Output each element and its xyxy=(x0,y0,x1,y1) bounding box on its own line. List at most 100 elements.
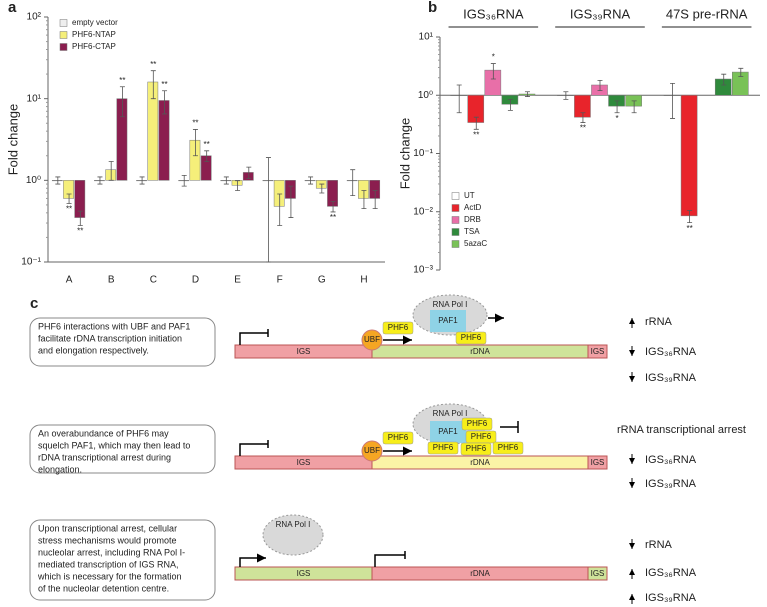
protein-label: RNA Pol I xyxy=(433,409,468,418)
x-tick-label: H xyxy=(360,275,367,286)
significance: ** xyxy=(192,119,198,128)
bar xyxy=(369,180,381,199)
gene-segment-label: IGS xyxy=(591,347,605,356)
description-line: and elongation respectively. xyxy=(38,345,149,355)
x-tick-label: D xyxy=(192,275,199,286)
error-bar xyxy=(223,176,229,185)
bar xyxy=(94,180,105,182)
category-label: 47S pre-rRNA xyxy=(666,6,748,21)
significance: ** xyxy=(77,227,83,236)
significance: ** xyxy=(473,130,479,139)
bar xyxy=(557,95,574,96)
legend-label: empty vector xyxy=(72,18,118,27)
y-tick-label: 10⁰ xyxy=(418,90,433,101)
bar xyxy=(189,139,201,181)
phf6 xyxy=(382,431,414,445)
protein-label: PAF1 xyxy=(438,427,458,436)
bar xyxy=(116,98,128,181)
significance: ** xyxy=(119,76,125,85)
bar xyxy=(285,180,296,199)
bar xyxy=(467,95,485,123)
description-line: PHF6 interactions with UBF and PAF1 xyxy=(38,321,190,331)
error-bar xyxy=(204,150,210,162)
outcome-label: rRNA xyxy=(645,539,673,551)
phf6 xyxy=(460,442,492,456)
error-bar xyxy=(288,185,294,218)
panel-label: c xyxy=(30,295,38,312)
x-tick-label: G xyxy=(318,275,326,286)
description-line: stress mechanisms would promote xyxy=(38,535,177,545)
error-bar xyxy=(246,166,252,180)
bar xyxy=(105,169,117,181)
error-bar xyxy=(119,86,125,118)
protein-label: PHF6 xyxy=(388,433,409,442)
error-bar xyxy=(687,210,693,224)
bar xyxy=(518,93,536,96)
description-box xyxy=(29,424,216,474)
significance: ** xyxy=(580,124,586,133)
gene-segment-label: IGS xyxy=(297,458,311,467)
bar xyxy=(178,180,190,182)
panel-label: b xyxy=(428,0,437,16)
panel-label: a xyxy=(8,0,17,16)
legend-swatch xyxy=(451,228,460,236)
gene-segment xyxy=(587,344,608,359)
error-bar xyxy=(108,161,114,181)
paf1 xyxy=(430,421,466,443)
rna-pol-i xyxy=(262,514,324,556)
legend-label: PHF6-NTAP xyxy=(72,30,116,39)
protein-label: PAF1 xyxy=(438,316,458,325)
bar xyxy=(304,180,316,182)
outcome-label: IGS₃₉RNA xyxy=(645,372,697,384)
legend-swatch xyxy=(59,19,68,27)
error-bar xyxy=(507,98,513,111)
description-line: facilitate rDNA transcription initiation xyxy=(38,333,182,343)
significance: ** xyxy=(150,60,156,69)
gene-segment-label: IGS xyxy=(297,569,311,578)
ubf xyxy=(361,440,383,462)
legend-label: PHF6-CTAP xyxy=(72,42,116,51)
legend-label: 5azaC xyxy=(464,239,487,248)
y-axis-label: Fold change xyxy=(5,104,20,176)
error-bar xyxy=(456,84,462,114)
legend-swatch xyxy=(451,216,460,224)
error-bar xyxy=(66,193,72,204)
gene-segment-label: rDNA xyxy=(470,569,490,578)
bar xyxy=(242,172,254,181)
error-bar xyxy=(631,100,637,114)
gene-segment-label: rDNA xyxy=(470,458,490,467)
x-tick-label: B xyxy=(108,275,115,286)
protein-label: PHF6 xyxy=(388,323,409,332)
legend-label: ActD xyxy=(464,203,482,212)
error-bar xyxy=(350,169,356,197)
error-bar xyxy=(580,112,586,123)
description-line: squelch PAF1, which may then lead to xyxy=(38,440,190,450)
significance: * xyxy=(492,53,495,62)
bar xyxy=(327,180,338,207)
bar xyxy=(136,180,147,182)
y-tick-label: 10¹ xyxy=(419,32,434,43)
error-bar xyxy=(473,116,479,130)
bar xyxy=(63,180,74,199)
bar xyxy=(158,100,170,181)
legend-label: UT xyxy=(464,191,475,200)
gene-segment-label: IGS xyxy=(591,569,605,578)
bar xyxy=(680,95,698,217)
y-tick-label: 10⁻¹ xyxy=(21,257,41,268)
description-box xyxy=(29,519,216,601)
significance: ** xyxy=(330,213,336,222)
error-bar xyxy=(77,210,83,226)
error-bar xyxy=(524,91,530,97)
bar xyxy=(732,71,749,96)
significance: ** xyxy=(686,224,692,233)
bar xyxy=(346,180,358,182)
bar xyxy=(663,95,681,96)
bar xyxy=(358,180,369,199)
paf1 xyxy=(430,310,466,332)
gene-segment xyxy=(587,455,608,470)
arrow xyxy=(239,329,269,345)
legend-label: DRB xyxy=(464,215,481,224)
protein-label: PHF6 xyxy=(461,333,482,342)
bar xyxy=(591,84,608,96)
